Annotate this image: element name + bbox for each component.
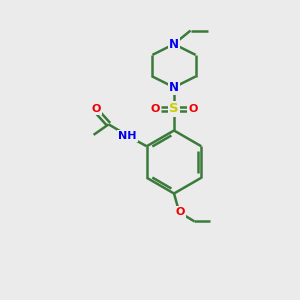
Text: O: O (91, 104, 100, 114)
Text: O: O (150, 104, 160, 114)
Text: N: N (169, 38, 179, 51)
Text: N: N (169, 81, 179, 94)
Text: O: O (188, 104, 198, 114)
Text: O: O (175, 207, 185, 218)
Text: NH: NH (118, 131, 136, 141)
Text: S: S (169, 102, 179, 116)
